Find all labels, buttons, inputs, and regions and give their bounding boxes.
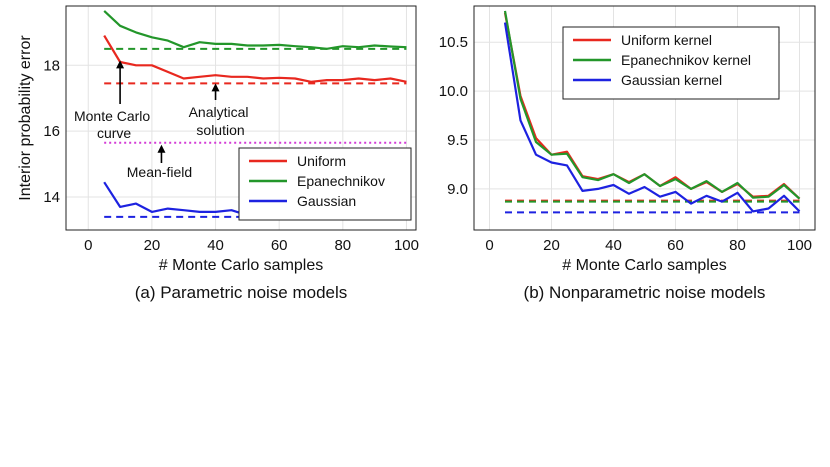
x-axis-label: # Monte Carlo samples (159, 257, 324, 274)
x-tick-label: 0 (84, 237, 92, 254)
series-line-epanechnikov (103, 10, 407, 50)
legend-label: Uniform kernel (621, 32, 712, 48)
series-line-epanechnikov-kernel (503, 10, 801, 200)
y-axis-label: Interior probability error (17, 35, 34, 201)
annotation-analytical-line2: solution (196, 122, 244, 138)
annotation-analytical-line1: Analytical (189, 104, 249, 120)
annotation-monte-carlo-line2: curve (97, 125, 131, 141)
x-tick-label: 20 (543, 237, 560, 254)
series-line-gaussian-kernel (503, 22, 801, 213)
chart-panel-b: 0 20 40 60 80 100 9.0 9.5 10.0 10.5 # Monte Carlo … (439, 5, 816, 302)
legend: Uniform kernel Epanechnikov kernel Gaussia… (562, 26, 780, 100)
x-tick-label: 40 (605, 237, 622, 254)
x-tick-label: 60 (667, 237, 684, 254)
x-tick-label: 80 (729, 237, 746, 254)
y-tick-label: 16 (43, 123, 60, 140)
x-tick-label: 60 (271, 237, 288, 254)
x-tick-label: 40 (207, 237, 224, 254)
legend: Uniform Epanechnikov Gaussian (238, 147, 412, 221)
annotation-monte-carlo-line1: Monte Carlo (74, 108, 150, 124)
panel-caption: (a) Parametric noise models (135, 283, 348, 302)
x-tick-label: 100 (787, 237, 812, 254)
plot-frame (65, 5, 417, 231)
legend-label: Epanechnikov (297, 173, 385, 189)
legend-label: Epanechnikov kernel (621, 52, 751, 68)
series-line-uniform (103, 35, 407, 83)
plot-frame (473, 5, 816, 231)
legend-label: Gaussian kernel (621, 72, 722, 88)
x-tick-label: 0 (485, 237, 493, 254)
monte-carlo-arrow-head (116, 60, 125, 69)
y-tick-label: 9.0 (447, 181, 468, 198)
y-tick-label: 9.5 (447, 132, 468, 149)
y-tick-label: 18 (43, 57, 60, 74)
y-tick-label: 10.5 (439, 34, 468, 51)
legend-label: Gaussian (297, 193, 356, 209)
y-tick-label: 10.0 (439, 83, 468, 100)
x-tick-label: 80 (334, 237, 351, 254)
panel-caption: (b) Nonparametric noise models (524, 283, 766, 302)
legend-label: Uniform (297, 153, 346, 169)
chart-panel-a: 0 20 40 60 80 100 14 16 18 # Monte Carlo samples I… (17, 5, 419, 302)
x-axis-label: # Monte Carlo samples (562, 257, 727, 274)
y-tick-label: 14 (43, 189, 60, 206)
analytical-arrow-head (211, 83, 220, 92)
annotation-mean-field: Mean-field (127, 164, 192, 180)
mean-field-arrow-head (157, 144, 166, 153)
x-tick-label: 100 (394, 237, 419, 254)
x-tick-label: 20 (144, 237, 161, 254)
